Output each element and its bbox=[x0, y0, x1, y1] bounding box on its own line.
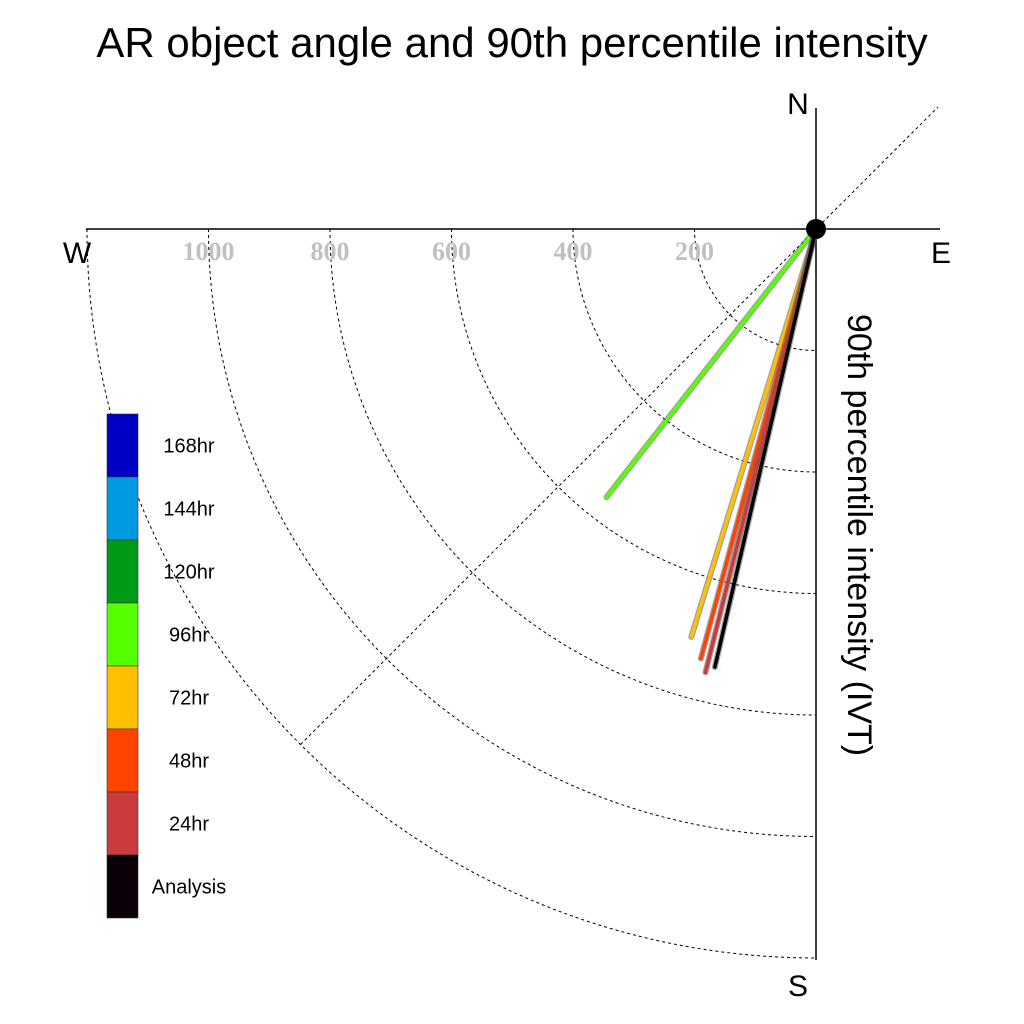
series-vectors bbox=[603, 226, 819, 676]
legend-label: 72hr bbox=[169, 688, 209, 710]
legend-label: 168hr bbox=[163, 436, 214, 458]
radial-tick-label: 400 bbox=[554, 237, 593, 266]
legend-swatch bbox=[106, 413, 139, 478]
legend-label: 144hr bbox=[163, 499, 214, 521]
legend-swatch bbox=[106, 791, 139, 856]
vector-analysis bbox=[711, 226, 819, 671]
vector-96hr bbox=[603, 226, 819, 501]
diagonal-gridline bbox=[300, 106, 939, 745]
radial-tick-labels: 200 400 600 800 1000 bbox=[183, 237, 715, 266]
legend-label: 120hr bbox=[163, 562, 214, 584]
legend-swatch bbox=[106, 854, 139, 919]
legend-label: 48hr bbox=[169, 751, 209, 773]
legend-label: 24hr bbox=[169, 814, 209, 836]
radial-tick-label: 600 bbox=[432, 237, 471, 266]
south-label: S bbox=[788, 970, 808, 1003]
legend-swatch bbox=[106, 476, 139, 541]
legend-swatch bbox=[106, 539, 139, 604]
legend-label: 96hr bbox=[169, 625, 209, 647]
radial-tick-label: 1000 bbox=[183, 237, 235, 266]
legend-swatch bbox=[106, 665, 139, 730]
legend: 168hr 144hr 120hr 96hr 72hr 48hr 24hr Analysis bbox=[106, 413, 226, 919]
y-axis-label: 90th percentile intensity (IVT) bbox=[840, 314, 878, 756]
legend-label: Analysis bbox=[152, 877, 226, 899]
grid-ring bbox=[329, 228, 817, 716]
grid-ring bbox=[208, 228, 817, 837]
chart-title: AR object angle and 90th percentile inte… bbox=[96, 19, 927, 66]
origin-marker bbox=[806, 219, 826, 239]
radial-tick-label: 800 bbox=[311, 237, 350, 266]
north-label: N bbox=[787, 88, 809, 121]
legend-swatch bbox=[106, 602, 139, 667]
east-label: E bbox=[931, 237, 951, 270]
legend-swatch bbox=[106, 728, 139, 793]
radial-tick-label: 200 bbox=[675, 237, 714, 266]
west-label: W bbox=[63, 237, 92, 270]
